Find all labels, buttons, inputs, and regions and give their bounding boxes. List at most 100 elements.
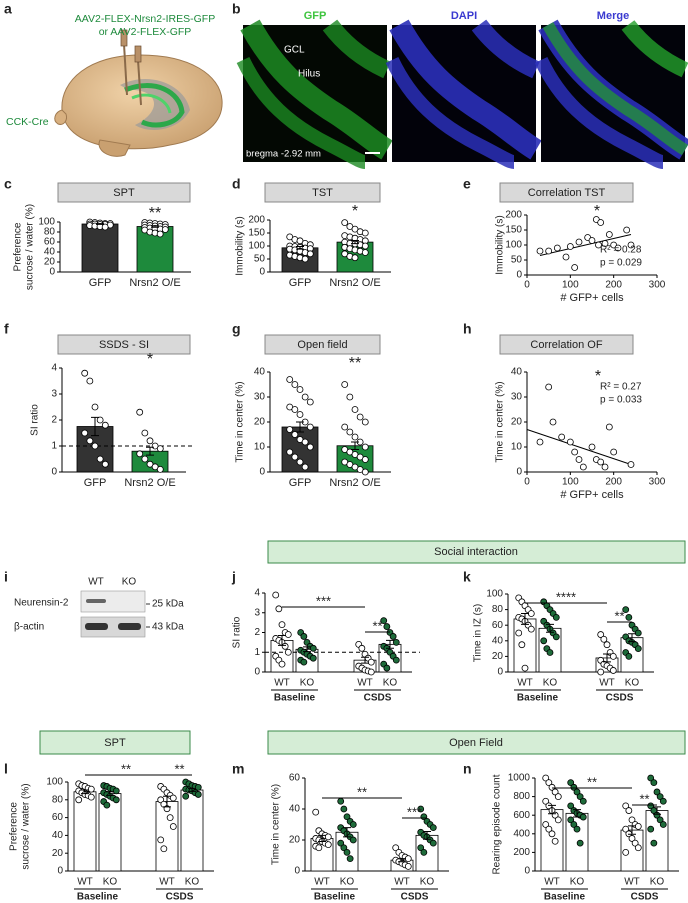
data-point <box>551 837 559 845</box>
title-box <box>499 182 634 203</box>
data-point <box>515 629 523 637</box>
error-bar <box>296 246 304 250</box>
x-tick-label: 300 <box>649 280 666 291</box>
protein-label: Neurensin-2 <box>14 598 69 609</box>
data-point <box>605 423 613 431</box>
bar <box>180 789 204 872</box>
error-bar <box>398 858 406 863</box>
y-tick-label: 0 <box>516 467 522 478</box>
data-point <box>545 383 553 391</box>
data-point <box>101 460 109 468</box>
y-tick-label: 100 <box>248 241 265 252</box>
data-point <box>570 821 578 828</box>
data-point <box>389 633 397 640</box>
data-point <box>361 418 369 426</box>
data-point <box>429 839 437 847</box>
title-box <box>499 334 634 355</box>
data-point <box>623 226 631 234</box>
data-point <box>291 381 299 388</box>
data-point <box>301 255 309 263</box>
group-label: Baseline <box>274 693 316 704</box>
bregma-label: bregma -2.92 mm <box>246 149 321 160</box>
data-point <box>86 437 94 445</box>
significance: * <box>147 351 153 368</box>
error-bar <box>603 653 611 663</box>
data-point <box>166 814 174 821</box>
genotype-label: KO <box>122 577 137 588</box>
error-bar <box>521 613 529 625</box>
bracket-label: *** <box>316 593 331 608</box>
data-point <box>309 654 317 662</box>
data-point <box>527 625 535 633</box>
data-point <box>101 421 109 429</box>
panel-letter: l <box>4 761 8 777</box>
data-point <box>86 377 94 385</box>
panel-letter: e <box>463 176 471 192</box>
data-point <box>91 442 99 450</box>
data-point <box>628 835 636 842</box>
data-point <box>552 614 560 621</box>
y-axis-label: Time in center (%) <box>495 381 506 462</box>
data-point <box>647 825 655 833</box>
data-point <box>542 774 550 782</box>
error-bar <box>146 446 154 456</box>
data-point <box>579 463 587 471</box>
data-point <box>101 223 109 231</box>
data-point <box>404 862 412 870</box>
x-tick-label: KO <box>185 877 200 888</box>
y-tick-label: 4 <box>51 363 57 374</box>
mouse-line-label: CCK-Cre <box>6 116 49 128</box>
x-tick-label: Nrsn2 O/E <box>124 477 175 489</box>
bar <box>81 223 119 273</box>
data-point <box>367 668 375 676</box>
data-point <box>600 635 608 643</box>
y-tick-label: 50 <box>511 255 523 266</box>
data-point <box>301 463 309 471</box>
data-point <box>300 658 308 666</box>
data-point <box>356 413 364 421</box>
data-point <box>160 845 168 853</box>
panel-letter: b <box>232 1 241 17</box>
y-tick-label: 0 <box>524 866 530 877</box>
error-bar <box>278 634 286 646</box>
y-tick-label: 1 <box>51 441 57 452</box>
data-point <box>306 398 314 406</box>
data-point <box>650 839 658 847</box>
data-point <box>296 411 304 418</box>
x-tick-label: KO <box>570 877 585 888</box>
y-tick-label: 40 <box>44 247 56 258</box>
y-tick-label: 4 <box>254 588 260 599</box>
data-point <box>518 641 526 649</box>
data-point <box>157 836 165 844</box>
data-point <box>567 816 575 824</box>
data-point <box>341 219 349 227</box>
x-tick-label: 200 <box>605 477 622 488</box>
bracket-label: ** <box>174 761 184 776</box>
data-point <box>647 802 655 810</box>
data-point <box>554 793 562 800</box>
channel-title: Merge <box>597 10 629 22</box>
section-header: Open Field <box>449 737 503 749</box>
significance: ** <box>149 205 161 222</box>
size-label: 25 kDa <box>152 599 184 610</box>
data-point <box>306 423 314 431</box>
x-tick-label: GFP <box>84 477 107 489</box>
panel-letter: f <box>4 321 9 337</box>
data-point <box>545 779 553 787</box>
data-point <box>284 631 292 638</box>
data-point <box>609 653 617 660</box>
data-point <box>346 428 354 436</box>
data-point <box>284 648 292 656</box>
data-point <box>575 456 583 463</box>
chart-title: TST <box>312 187 333 199</box>
data-point <box>278 621 286 628</box>
data-point <box>306 250 314 258</box>
data-point <box>383 623 391 630</box>
data-point <box>81 369 89 377</box>
data-point <box>567 802 575 810</box>
data-point <box>546 649 554 656</box>
genotype-label: WT <box>88 577 104 588</box>
data-point <box>291 406 299 413</box>
data-point <box>351 254 359 262</box>
data-point <box>361 249 369 256</box>
